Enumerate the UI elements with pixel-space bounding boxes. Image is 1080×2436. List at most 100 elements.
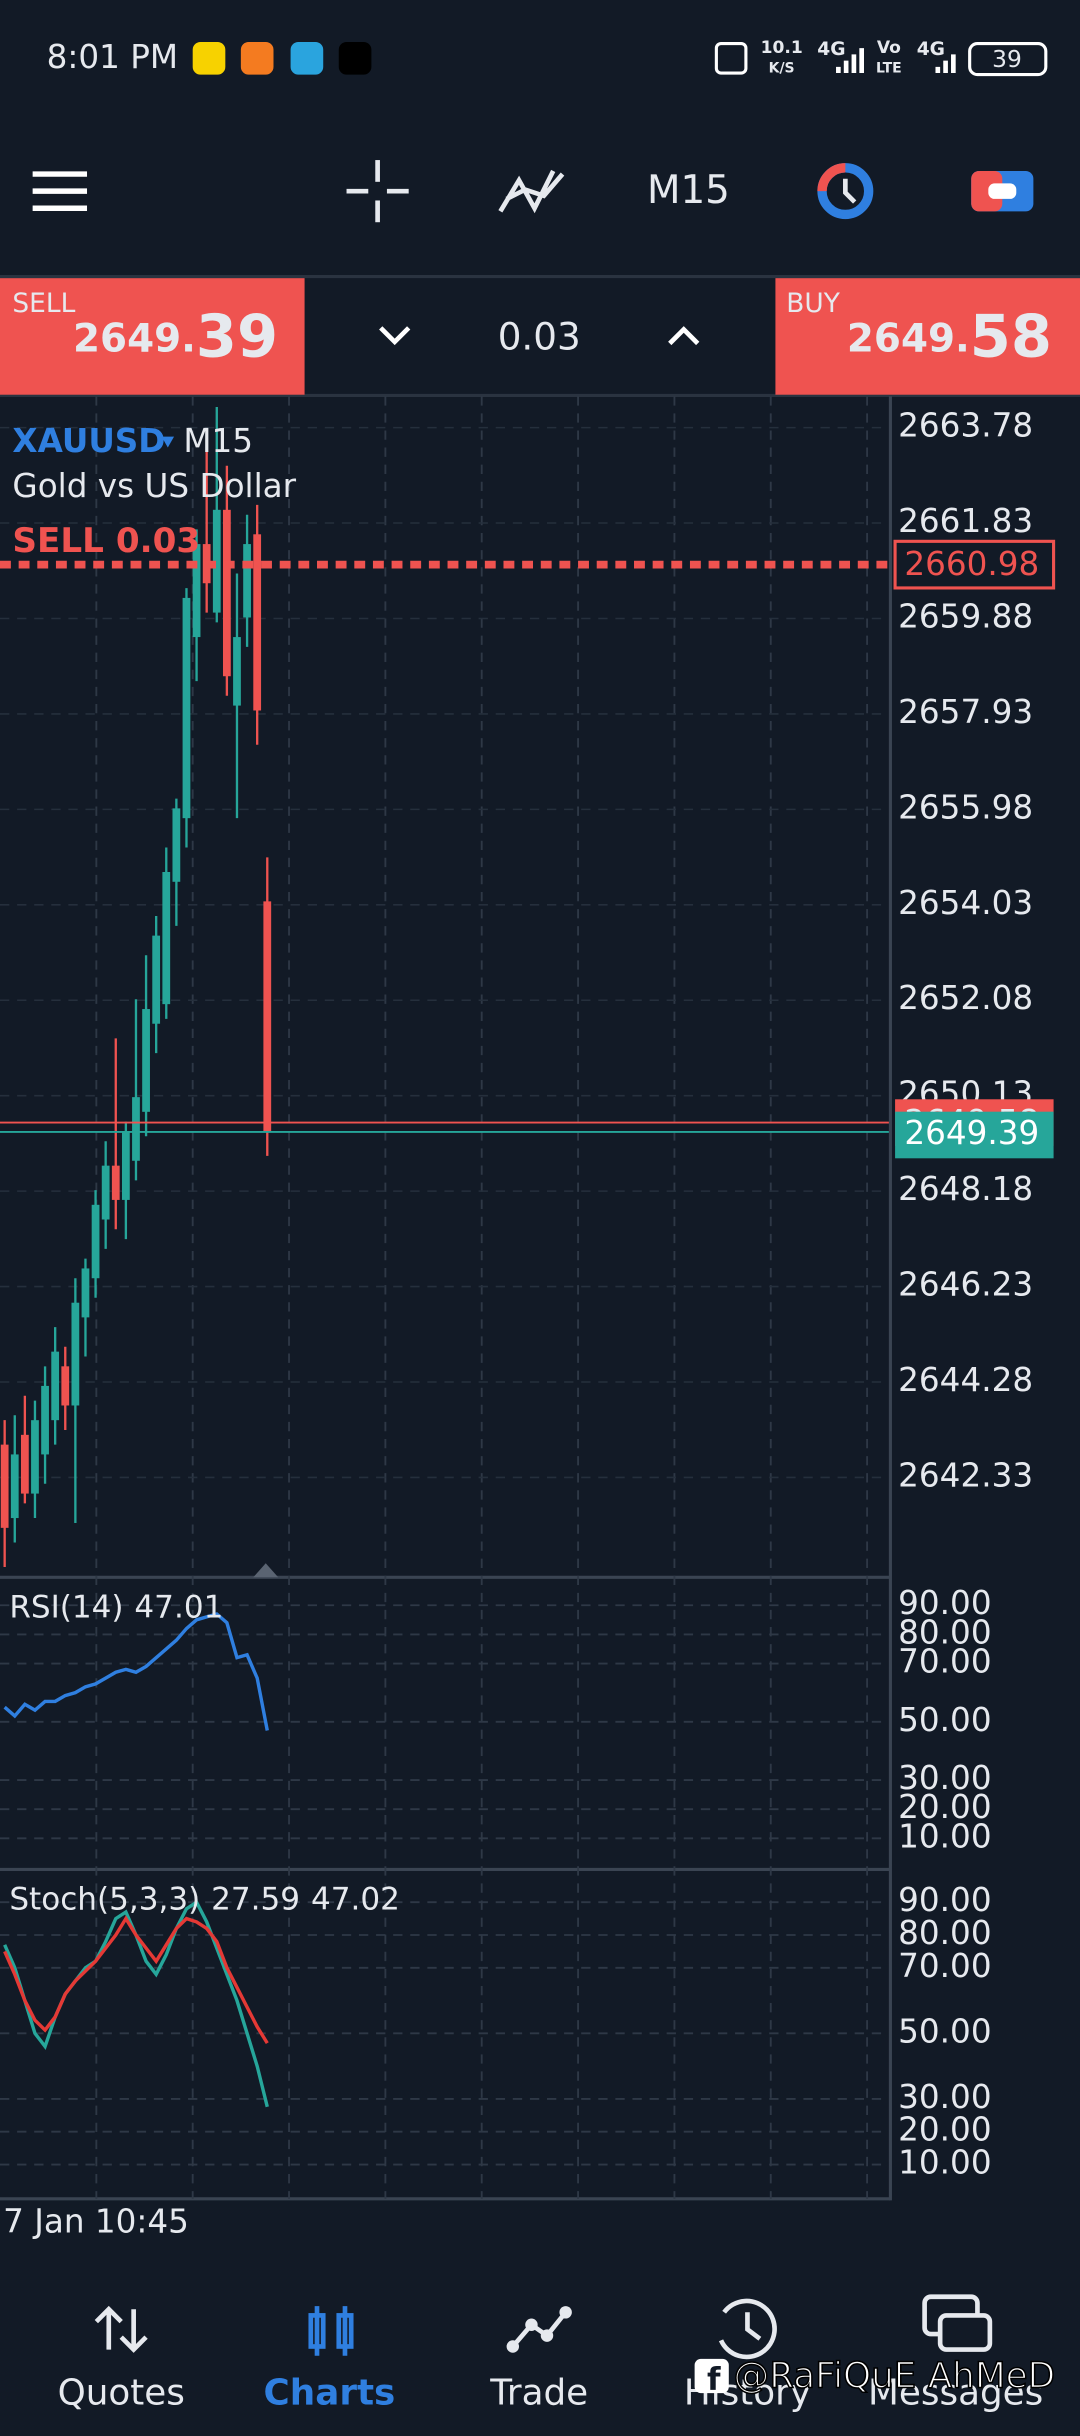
candle-body bbox=[222, 509, 231, 677]
indicator-line bbox=[3, 1915, 269, 2045]
y-tick-label: 2652.08 bbox=[898, 979, 1033, 1017]
sell-label: SELL bbox=[12, 288, 75, 319]
sell-price-fraction: 39 bbox=[196, 301, 278, 370]
nav-label[interactable]: Messages bbox=[868, 2373, 1043, 2414]
buy-price-fraction: 58 bbox=[970, 301, 1052, 370]
bottom-nav: Quotes Charts Trade History Messages bbox=[58, 2294, 1044, 2414]
indicator-value: 47.01 bbox=[134, 1589, 223, 1625]
y-tick-label: 2661.83 bbox=[898, 502, 1033, 540]
notification-icon bbox=[240, 41, 274, 75]
nav-label[interactable]: Charts bbox=[264, 2373, 396, 2414]
toolbar: M15 bbox=[32, 160, 1034, 223]
y-tick-label: 50.00 bbox=[898, 2012, 991, 2050]
charts-icon[interactable] bbox=[308, 2306, 354, 2356]
y-tick-label: 2663.78 bbox=[898, 407, 1033, 445]
buy-price: 2649.58 bbox=[847, 301, 1052, 370]
position-price-label: 2660.98 bbox=[904, 545, 1039, 583]
candle-body bbox=[243, 544, 251, 618]
notification-icon bbox=[192, 41, 226, 75]
net-unit: K/S bbox=[769, 60, 795, 76]
volume-down[interactable] bbox=[379, 326, 411, 346]
chart-timeframe: M15 bbox=[183, 422, 253, 460]
position-label[interactable]: SELL 0.03 bbox=[12, 521, 200, 561]
signal-label: 4G bbox=[917, 39, 945, 60]
objects-button[interactable] bbox=[817, 163, 874, 220]
y-tick-label: 2642.33 bbox=[898, 1456, 1033, 1494]
indicator-name: RSI(14) bbox=[9, 1589, 123, 1625]
indicator-name: Stoch(5,3,3) bbox=[9, 1881, 200, 1917]
nav-label[interactable]: Trade bbox=[489, 2373, 588, 2414]
candle-body bbox=[101, 1165, 110, 1220]
x-axis-label: 7 Jan 10:45 bbox=[3, 2203, 189, 2241]
crosshair-button[interactable] bbox=[346, 160, 409, 223]
indicator-value: 47.02 bbox=[311, 1881, 400, 1917]
notification-icon bbox=[338, 41, 372, 75]
sell-button[interactable]: SELL 2649.39 bbox=[0, 278, 305, 395]
candle-body bbox=[152, 935, 161, 1024]
candle-body bbox=[172, 808, 181, 882]
nav-label[interactable]: Quotes bbox=[58, 2373, 185, 2414]
candle-body bbox=[253, 534, 262, 711]
y-tick-label: 2655.98 bbox=[898, 788, 1033, 826]
y-tick-label: 80.00 bbox=[898, 1613, 991, 1651]
signal-label: 4G bbox=[817, 39, 845, 60]
buy-button[interactable]: BUY 2649.58 bbox=[775, 278, 1080, 395]
trade-toggle-button[interactable] bbox=[971, 170, 1034, 212]
candle-body bbox=[111, 1165, 120, 1200]
price-chart bbox=[0, 407, 889, 1567]
y-tick-label: 30.00 bbox=[898, 2078, 991, 2116]
chart-layer: 2663.78 2661.83 2659.88 2657.93 2655.98 2654.… bbox=[0, 407, 1056, 2182]
y-tick-label: 80.00 bbox=[898, 1914, 991, 1952]
symbol-dropdown[interactable] bbox=[161, 436, 175, 448]
symbol[interactable]: XAUUSD bbox=[12, 422, 165, 460]
indicator-panel bbox=[0, 1604, 889, 1840]
trade-icon[interactable] bbox=[506, 2306, 572, 2353]
y-tick-label: 2657.93 bbox=[898, 693, 1033, 731]
timeframe-button[interactable]: M15 bbox=[647, 168, 730, 213]
watermark: f @RaFiQuE AhMeD bbox=[694, 2355, 1056, 2398]
indicators-button[interactable] bbox=[498, 169, 565, 214]
candle-body bbox=[10, 1454, 19, 1519]
bid-price-box bbox=[895, 1111, 1054, 1159]
candle-body bbox=[192, 544, 201, 638]
candle-body bbox=[233, 637, 241, 706]
buy-price-main: 2649. bbox=[847, 316, 970, 361]
net-speed: 10.1 bbox=[761, 38, 803, 58]
indicator-value: 27.59 bbox=[211, 1881, 300, 1917]
y-tick-label: 50.00 bbox=[898, 1701, 991, 1739]
y-tick-label: 20.00 bbox=[898, 2111, 991, 2149]
indicator-title: Stoch(5,3,3) 27.59 47.02 bbox=[9, 1881, 400, 1917]
clock: 8:01 PM bbox=[47, 38, 178, 76]
volume[interactable]: 0.03 bbox=[498, 314, 581, 358]
position-price-box bbox=[893, 539, 1056, 590]
y-tick-label: 2659.88 bbox=[898, 597, 1033, 635]
y-tick-label: 70.00 bbox=[898, 1947, 991, 1985]
y-tick-label: 90.00 bbox=[898, 1584, 991, 1622]
indicator-title: RSI(14) 47.01 bbox=[9, 1589, 223, 1625]
notification-icon bbox=[290, 41, 324, 75]
candle-body bbox=[41, 1385, 49, 1455]
candle-body bbox=[182, 597, 191, 819]
messages-icon[interactable] bbox=[922, 2294, 993, 2352]
signal-bars bbox=[836, 48, 864, 74]
y-tick-label: 20.00 bbox=[898, 1788, 991, 1826]
candle-body bbox=[212, 509, 221, 613]
y-tick-label: 30.00 bbox=[898, 1759, 991, 1797]
history-icon[interactable] bbox=[718, 2298, 777, 2360]
candle-body bbox=[61, 1366, 70, 1406]
indicator-line bbox=[3, 1612, 269, 1731]
volume-up[interactable] bbox=[668, 326, 700, 346]
nav-labels: Quotes Charts Trade History Messages bbox=[58, 2373, 1044, 2414]
menu-button[interactable] bbox=[32, 171, 88, 211]
candle-body bbox=[51, 1351, 60, 1421]
quotes-icon[interactable] bbox=[94, 2305, 148, 2353]
battery-level: 39 bbox=[992, 46, 1022, 73]
volte-label: LTE bbox=[876, 60, 902, 76]
y-tick-label: 2654.03 bbox=[898, 884, 1033, 922]
candle-body bbox=[142, 1009, 150, 1112]
candle-body bbox=[162, 871, 171, 1005]
svg-text:f: f bbox=[707, 2362, 721, 2398]
battery bbox=[968, 41, 1048, 77]
